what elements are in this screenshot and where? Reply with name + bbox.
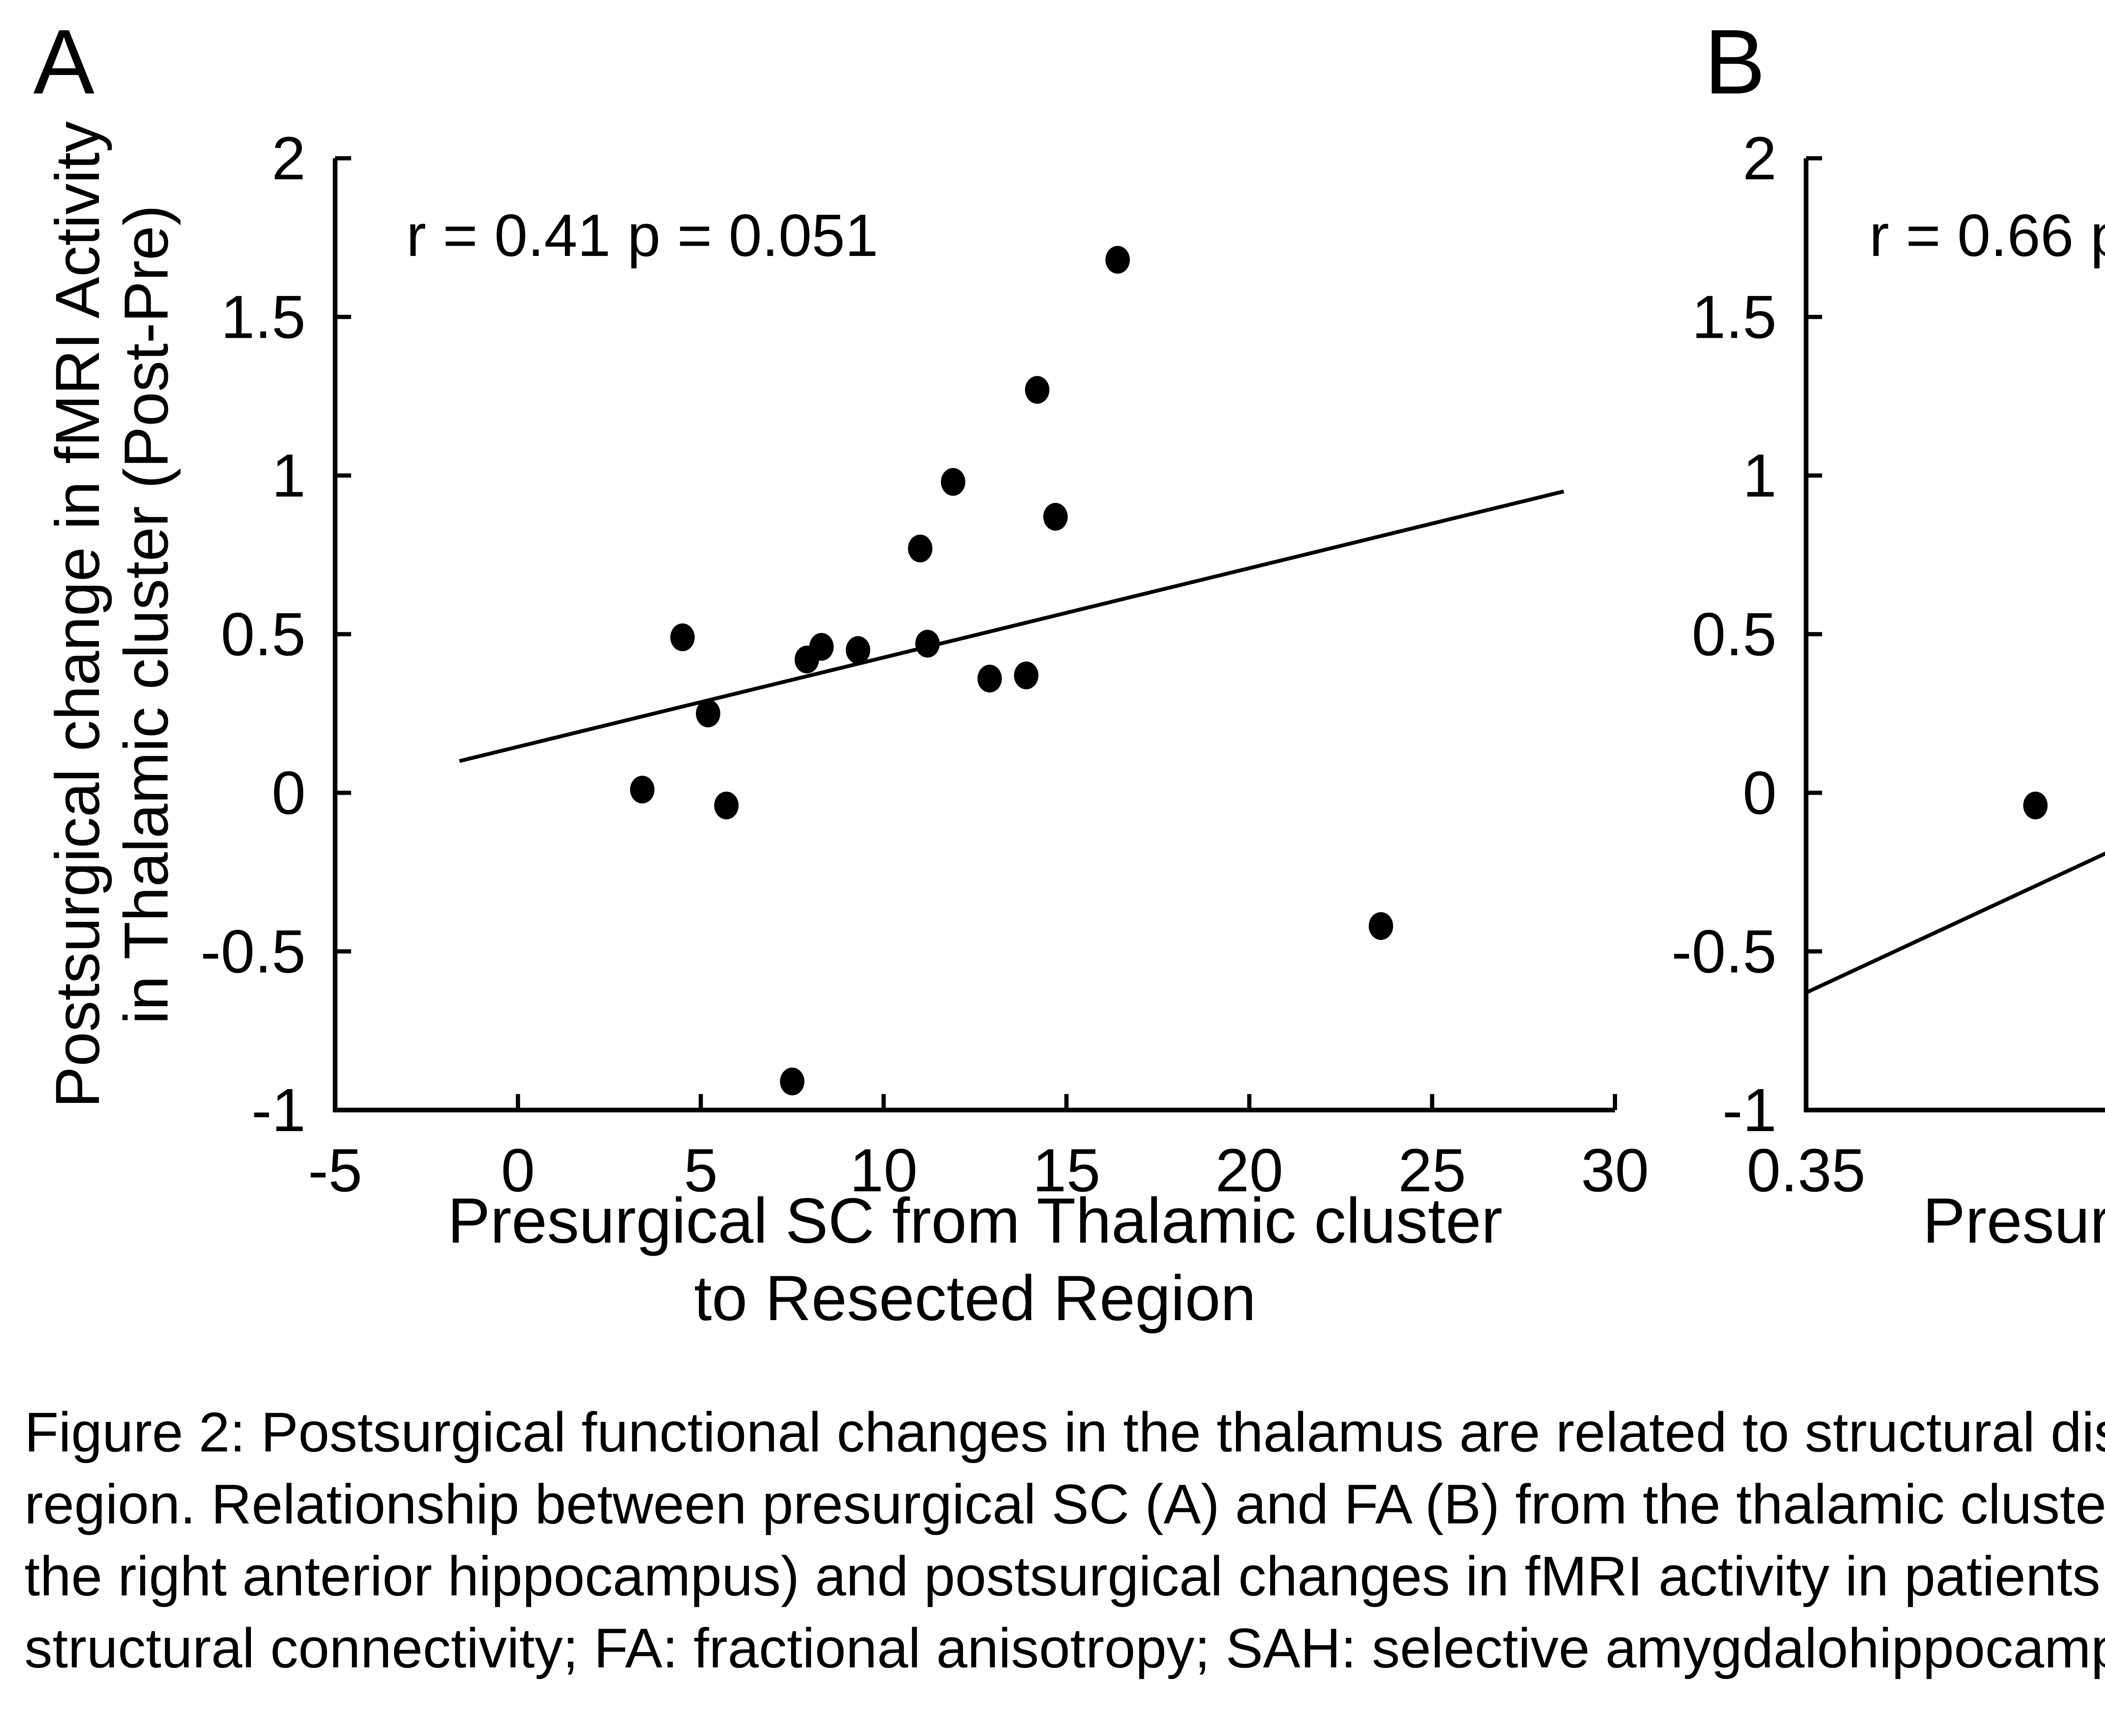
panel-a: 2 1.5 1 0.5 0 -0.5 -1-5 0 5 10 15 20 25 30 r = 0.41 p … xyxy=(33,11,1649,1334)
y-tick-label: -0.5 xyxy=(200,917,306,985)
y-tick-label: 0.5 xyxy=(1692,600,1777,668)
figure-caption: Figure 2: Postsurgical functional change… xyxy=(24,1401,2105,1680)
data-point xyxy=(2023,791,2048,820)
x-tick-label: 20 xyxy=(1215,1136,1283,1204)
y-tick-label: 1.5 xyxy=(221,283,306,351)
data-point xyxy=(915,630,940,658)
data-point xyxy=(809,633,834,661)
data-point xyxy=(695,699,720,727)
y-tick-label: -1 xyxy=(251,1076,306,1144)
x-tick-label: 0.35 xyxy=(1747,1136,1865,1204)
data-point xyxy=(1369,912,1394,940)
data-point xyxy=(670,623,695,652)
data-point xyxy=(1014,661,1039,690)
data-point xyxy=(941,468,965,496)
fit-line xyxy=(459,489,1564,763)
data-point xyxy=(780,1068,805,1096)
y-tick-label: -1 xyxy=(1722,1076,1777,1144)
x-tick-label: 10 xyxy=(850,1136,917,1204)
data-point xyxy=(977,665,1002,693)
data-point xyxy=(630,775,655,804)
y-tick-label: -0.5 xyxy=(1671,917,1777,985)
data-point xyxy=(1043,503,1068,531)
y-axis-label-line2: in Thalamic cluster (Post-Pre) xyxy=(112,205,181,1024)
data-point xyxy=(1025,376,1050,404)
fit-line xyxy=(1805,851,2105,995)
panel-letter: B xyxy=(1704,11,1765,113)
x-tick-label: -5 xyxy=(308,1136,362,1204)
y-tick-label: 0 xyxy=(272,759,306,827)
panel-letter: A xyxy=(33,11,94,113)
x-tick-label: 30 xyxy=(1581,1136,1649,1204)
x-tick-label: 5 xyxy=(684,1136,718,1204)
y-tick-label: 0 xyxy=(1743,759,1777,827)
data-point xyxy=(714,791,739,820)
x-tick-label: 25 xyxy=(1398,1136,1466,1204)
x-tick-label: 0 xyxy=(501,1136,535,1204)
x-tick-label: 15 xyxy=(1032,1136,1100,1204)
data-point xyxy=(1105,246,1130,274)
y-tick-label: 1 xyxy=(272,442,306,510)
data-point xyxy=(846,636,871,664)
y-tick-label: 2 xyxy=(272,124,306,192)
y-axis-label-line1: Postsurgical change in fMRI Activity xyxy=(43,121,112,1108)
x-axis-label-line1: Presurgical FA from Thalamic cluster xyxy=(1923,1185,2105,1257)
y-tick-label: 1.5 xyxy=(1692,283,1777,351)
y-tick-label: 1 xyxy=(1743,442,1777,510)
y-tick-label: 2 xyxy=(1743,124,1777,192)
axes-spines xyxy=(1804,158,2105,1113)
correlation-annotation: r = 0.66 p = 0.0024 xyxy=(1869,202,2105,269)
x-axis-label-line2: to Resected Region xyxy=(694,1262,1256,1334)
data-point xyxy=(908,535,933,563)
x-axis-label-line1: Presurgical SC from Thalamic cluster xyxy=(448,1185,1503,1257)
correlation-annotation: r = 0.41 p = 0.051 xyxy=(406,202,878,269)
panel-b: 21.510.50-0.5-10.350.40.450.5r = 0.66 p … xyxy=(1671,11,2105,1257)
y-tick-label: 0.5 xyxy=(221,600,306,668)
